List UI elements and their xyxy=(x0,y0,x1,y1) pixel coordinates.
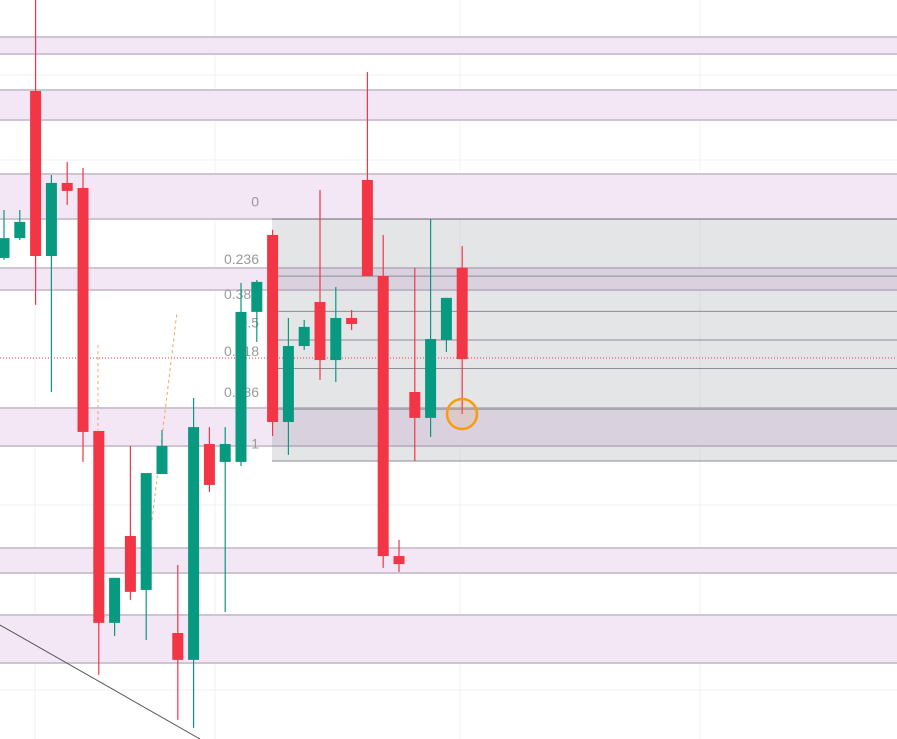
candle-body xyxy=(14,221,26,239)
candle-body xyxy=(409,392,421,418)
zone xyxy=(0,267,897,291)
fib-level-label: 0.236 xyxy=(224,251,259,267)
candle-body xyxy=(203,444,215,485)
candle-body xyxy=(61,182,73,191)
candle-body xyxy=(93,430,105,623)
candle-body xyxy=(235,311,247,462)
candle-body xyxy=(172,633,184,660)
candle-body xyxy=(109,577,121,623)
candle-body xyxy=(346,317,358,325)
trend-line xyxy=(0,624,201,739)
zone xyxy=(0,173,897,220)
zone xyxy=(0,36,897,55)
candle-body xyxy=(361,180,373,277)
candle-body xyxy=(0,238,10,258)
candle-body xyxy=(314,301,326,361)
candle-body xyxy=(188,427,200,660)
candle-body xyxy=(267,234,279,423)
zone xyxy=(0,89,897,121)
candle-body xyxy=(140,473,152,590)
candle-body xyxy=(30,90,42,257)
candle-body xyxy=(156,445,168,475)
candle-body xyxy=(425,339,437,418)
candle-body xyxy=(219,444,231,462)
marker-circle xyxy=(445,397,479,431)
candle-body xyxy=(45,182,57,257)
candle-body xyxy=(282,346,294,423)
fib-level-label: 0 xyxy=(251,194,259,210)
candle-body xyxy=(330,317,342,361)
candle-body xyxy=(298,326,310,347)
candle-body xyxy=(77,188,89,432)
dashed-line xyxy=(151,311,178,521)
zone xyxy=(0,614,897,664)
candles xyxy=(0,0,468,728)
fib-level-label: 1 xyxy=(251,436,259,452)
candle-body xyxy=(124,535,136,592)
candle-body xyxy=(251,281,263,312)
candle-body xyxy=(377,276,389,557)
candle-body xyxy=(456,267,468,360)
candle-body xyxy=(440,297,452,340)
candle-body xyxy=(393,556,405,565)
